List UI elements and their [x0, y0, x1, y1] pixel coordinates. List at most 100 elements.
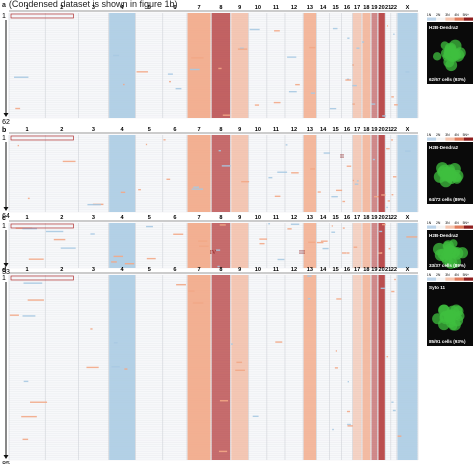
- copy-number-segment: [342, 227, 345, 229]
- copy-number-band-chr4: [109, 223, 136, 268]
- copy-number-segment: [307, 275, 312, 277]
- copy-number-segment: [45, 230, 64, 233]
- chromosome-label-22: 22: [391, 5, 397, 11]
- copy-number-segment: [387, 25, 389, 27]
- copy-number-segment: [166, 178, 171, 180]
- chromosome-label-4: 4: [121, 127, 125, 133]
- scale-label-2N: 2N: [436, 133, 441, 137]
- last-cell-label: 85: [2, 461, 10, 464]
- copy-number-band-chr4: [109, 135, 136, 212]
- copy-number-band-chr9: [231, 223, 249, 268]
- caption-text: (Condensed dataset is shown in figure 1b…: [8, 0, 178, 9]
- copy-number-segment: [317, 191, 321, 193]
- copy-number-band-chr13: [303, 135, 317, 212]
- chromosome-label-2: 2: [60, 127, 63, 133]
- chromosome-label-1: 1: [26, 5, 29, 11]
- copy-number-band-chr7: [187, 223, 211, 268]
- cell-nucleus: [447, 175, 457, 185]
- copy-number-segment: [346, 410, 351, 413]
- scale-swatch: [463, 17, 473, 21]
- chromosome-label-2: 2: [60, 267, 63, 273]
- copy-number-band-chr17: [352, 223, 362, 268]
- copy-number-segment: [219, 400, 229, 402]
- copy-number-segment: [22, 227, 37, 230]
- arrow-head: [3, 113, 9, 117]
- copy-number-band-chr13: [303, 223, 317, 268]
- stain-label: H2B-Dendra2: [429, 145, 459, 150]
- chromosome-label-13: 13: [307, 215, 313, 221]
- copy-number-segment: [218, 150, 221, 152]
- chromosome-label-18: 18: [363, 127, 369, 133]
- chromosome-label-1: 1: [26, 215, 29, 221]
- copy-number-segment: [275, 341, 283, 343]
- copy-number-segment: [113, 342, 118, 344]
- copy-number-segment: [394, 104, 398, 106]
- highlight-box: [10, 135, 74, 141]
- copy-number-segment: [356, 180, 359, 182]
- copy-number-segment: [189, 68, 200, 71]
- copy-number-segment: [218, 67, 222, 70]
- copy-number-segment: [310, 92, 316, 94]
- copy-number-segment: [145, 143, 148, 146]
- copy-number-segment: [111, 366, 120, 368]
- copy-number-segment: [198, 240, 208, 242]
- copy-number-segment: [239, 47, 244, 49]
- copy-number-segment: [53, 238, 66, 241]
- copy-number-segment: [347, 252, 350, 254]
- chromosome-label-17: 17: [354, 127, 360, 133]
- copy-number-segment: [136, 71, 148, 73]
- copy-number-segment: [62, 160, 76, 163]
- chromosome-label-X: X: [406, 215, 410, 221]
- copy-number-segment: [90, 233, 95, 235]
- copy-number-segment: [191, 188, 204, 190]
- chromosome-label-10: 10: [255, 127, 261, 133]
- chromosome-label-18: 18: [363, 5, 369, 11]
- copy-number-band-chr7: [187, 275, 211, 460]
- copy-number-segment: [309, 46, 316, 49]
- chromosome-label-18: 18: [363, 267, 369, 273]
- copy-number-segment: [30, 401, 48, 403]
- arrow-head: [3, 263, 9, 267]
- scale-swatch: [454, 137, 464, 141]
- chromosome-label-17: 17: [354, 267, 360, 273]
- cell-count-label: 64/72 cells (89%): [429, 197, 466, 202]
- copy-number-segment: [173, 233, 184, 235]
- copy-number-segment: [15, 107, 21, 110]
- chromosome-label-14: 14: [320, 215, 327, 221]
- copy-number-segment: [371, 103, 376, 105]
- chromosome-label-14: 14: [320, 5, 327, 11]
- chromosome-label-7: 7: [197, 5, 200, 11]
- copy-number-segment: [259, 242, 265, 245]
- copy-number-band-chr17: [352, 135, 362, 212]
- chromosome-label-11: 11: [273, 267, 279, 273]
- cell-count-label: 85/91 cells (93%): [429, 339, 466, 344]
- copy-number-segment: [310, 168, 316, 170]
- copy-number-segment: [391, 290, 395, 293]
- copy-number-band-chr18: [362, 13, 371, 118]
- scale-swatch: [445, 17, 455, 21]
- copy-number-segment: [254, 104, 260, 106]
- chromosome-label-15: 15: [333, 215, 339, 221]
- copy-number-segment: [345, 79, 352, 81]
- chromosome-label-16: 16: [344, 127, 350, 133]
- roman-numeral-annotation: IV: [210, 250, 217, 256]
- chromosome-label-13: 13: [307, 5, 313, 11]
- scale-swatch: [463, 225, 473, 229]
- copy-number-segment: [21, 415, 37, 418]
- scale-label-2N: 2N: [436, 13, 441, 17]
- chromosome-label-19: 19: [371, 267, 377, 273]
- copy-number-segment: [391, 96, 394, 98]
- copy-number-segment: [347, 37, 350, 39]
- copy-number-band-chr19: [371, 275, 378, 460]
- copy-number-segment: [320, 240, 328, 242]
- copy-number-segment: [23, 282, 43, 284]
- copy-number-segment: [391, 139, 393, 141]
- copy-number-band-chr19: [371, 13, 378, 118]
- copy-number-band-chr7: [187, 13, 211, 118]
- roman-numeral-annotation: II: [340, 154, 344, 160]
- last-cell-label: 64: [2, 213, 10, 220]
- copy-number-band-chr20: [378, 275, 385, 460]
- last-cell-label: 62: [2, 119, 10, 126]
- chromosome-label-17: 17: [354, 215, 360, 221]
- copy-number-segment: [124, 263, 135, 265]
